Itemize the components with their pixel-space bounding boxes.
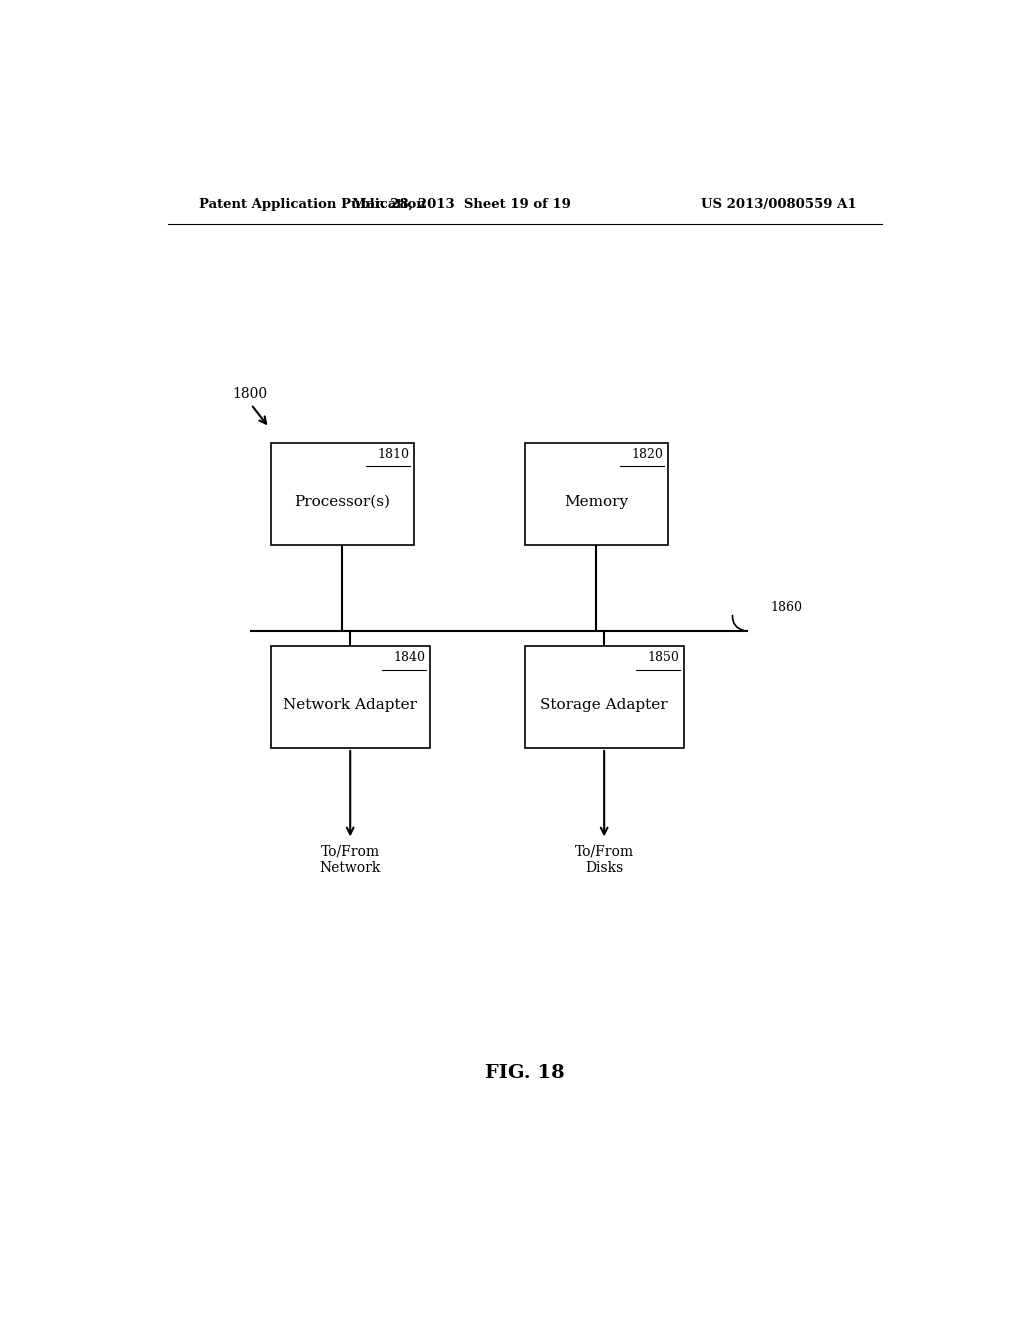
- Text: Patent Application Publication: Patent Application Publication: [200, 198, 426, 211]
- Bar: [524, 444, 668, 545]
- Text: US 2013/0080559 A1: US 2013/0080559 A1: [701, 198, 856, 211]
- Text: 1840: 1840: [393, 651, 426, 664]
- Bar: [270, 444, 414, 545]
- Text: Memory: Memory: [564, 495, 629, 510]
- Text: Storage Adapter: Storage Adapter: [541, 698, 668, 713]
- Bar: [270, 647, 430, 748]
- Text: Network Adapter: Network Adapter: [284, 698, 417, 713]
- Text: 1860: 1860: [771, 601, 803, 614]
- Bar: [524, 647, 684, 748]
- Text: 1800: 1800: [232, 387, 268, 401]
- Text: Mar. 28, 2013  Sheet 19 of 19: Mar. 28, 2013 Sheet 19 of 19: [352, 198, 570, 211]
- Text: To/From
Disks: To/From Disks: [574, 845, 634, 875]
- Text: 1810: 1810: [378, 447, 410, 461]
- Text: FIG. 18: FIG. 18: [485, 1064, 564, 1082]
- Text: Processor(s): Processor(s): [294, 495, 390, 510]
- Text: To/From
Network: To/From Network: [319, 845, 381, 875]
- Text: 1850: 1850: [647, 651, 680, 664]
- Text: 1820: 1820: [632, 447, 664, 461]
